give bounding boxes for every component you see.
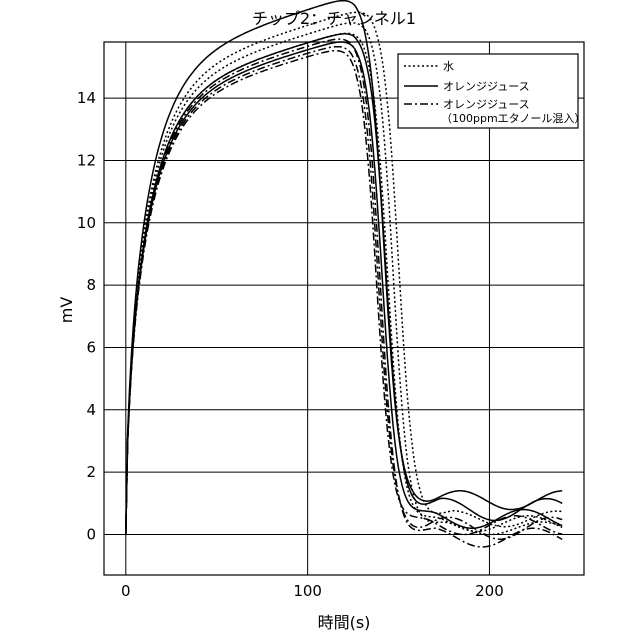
legend-label-orange-juice: オレンジジュース: [443, 80, 530, 93]
legend-label-water: 水: [443, 60, 454, 73]
y-tick-label: 6: [86, 338, 96, 356]
y-tick-label: 8: [86, 276, 96, 294]
legend-label-orange-juice-ethanol-note: （100ppmエタノール混入）: [441, 112, 585, 125]
y-axis-title: mV: [57, 297, 76, 324]
chart-title: チップ2：チャンネル1: [252, 9, 416, 28]
x-tick-label: 0: [121, 582, 131, 600]
y-tick-label: 10: [77, 214, 96, 232]
y-tick-label: 4: [86, 401, 96, 419]
y-tick-label: 2: [86, 463, 96, 481]
x-axis-title: 時間(s): [318, 613, 371, 632]
x-tick-label: 100: [293, 582, 322, 600]
y-tick-label: 14: [77, 89, 96, 107]
tick-labels: 0 100 200 0 2 4 6 8 10 12 14: [77, 89, 504, 600]
x-tick-label: 200: [475, 582, 504, 600]
y-tick-label: 0: [86, 525, 96, 543]
legend-label-orange-juice-ethanol: オレンジジュース: [443, 98, 530, 111]
legend: 水 オレンジジュース オレンジジュース （100ppmエタノール混入）: [398, 54, 585, 128]
y-tick-label: 12: [77, 151, 96, 169]
